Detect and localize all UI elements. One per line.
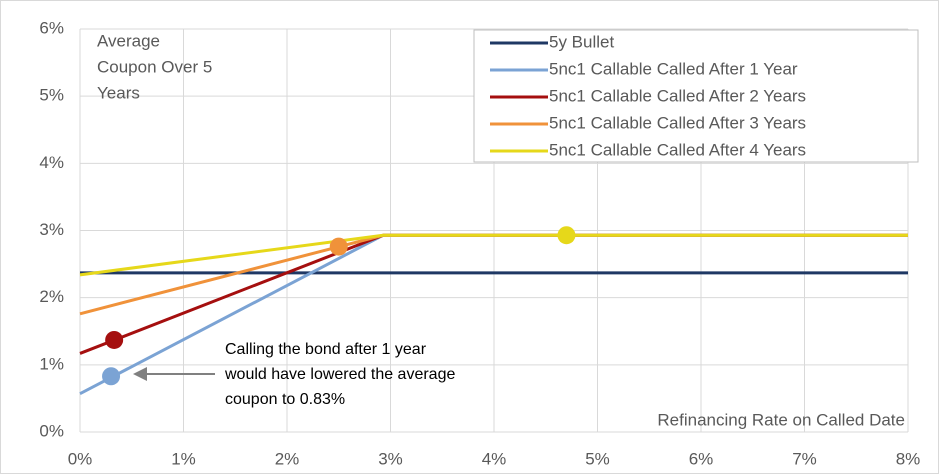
x-tick-label: 5% <box>585 449 610 468</box>
legend-label: 5nc1 Callable Called After 4 Years <box>549 140 806 159</box>
y-tick-label: 2% <box>39 287 64 306</box>
highlight-point <box>105 330 124 349</box>
highlight-point <box>557 226 576 245</box>
y-tick-label: 4% <box>39 153 64 172</box>
legend-label: 5y Bullet <box>549 32 614 51</box>
x-tick-label: 2% <box>275 449 300 468</box>
x-tick-label: 6% <box>689 449 714 468</box>
y-tick-label: 3% <box>39 220 64 239</box>
annotation: Calling the bond after 1 year <box>225 341 427 358</box>
annotation: Average <box>97 31 160 50</box>
x-tick-label: 1% <box>171 449 196 468</box>
highlight-point <box>102 367 121 386</box>
arrow-head <box>133 367 147 381</box>
x-tick-label: 3% <box>378 449 403 468</box>
highlight-point <box>329 237 348 256</box>
x-tick-label: 7% <box>792 449 817 468</box>
legend-label: 5nc1 Callable Called After 2 Years <box>549 86 806 105</box>
y-tick-label: 6% <box>39 18 64 37</box>
x-tick-label: 8% <box>896 449 921 468</box>
series-line <box>79 233 908 277</box>
y-tick-label: 0% <box>39 421 64 440</box>
legend-label: 5nc1 Callable Called After 1 Year <box>549 59 798 78</box>
x-tick-label: 4% <box>482 449 507 468</box>
y-tick-label: 1% <box>39 354 64 373</box>
annotation: would have lowered the average <box>224 366 455 383</box>
annotation: Years <box>97 83 140 102</box>
y-tick-label: 5% <box>39 86 64 105</box>
legend-label: 5nc1 Callable Called After 3 Years <box>549 113 806 132</box>
annotation: coupon to 0.83% <box>225 391 345 408</box>
x-axis-label: Refinancing Rate on Called Date <box>657 410 905 429</box>
annotation: Coupon Over 5 <box>97 57 212 76</box>
x-tick-label: 0% <box>68 449 93 468</box>
